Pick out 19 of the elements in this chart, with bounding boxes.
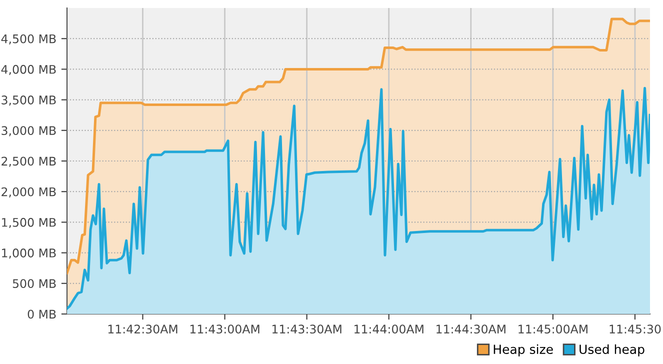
y-tick-label: 2,500 MB (2, 156, 56, 167)
y-tick-label: 4,500 MB (1, 34, 56, 44)
x-tick-label: 11:44:30AM (436, 324, 506, 334)
x-tick-label: 11:45:30 (610, 324, 661, 334)
x-tick-label: 11:44:00AM (354, 324, 424, 334)
y-tick-label: 3,500 MB (2, 96, 56, 106)
y-tick-label: 3,000 MB (2, 126, 56, 136)
y-tick-label: 0 MB (28, 310, 56, 319)
x-tick-label: 11:45:00AM (518, 324, 588, 334)
legend-label: Heap size (494, 344, 553, 356)
x-tick-label: 11:43:30AM (272, 324, 342, 334)
legend-label: Used heap (580, 344, 644, 356)
x-tick-label: 11:43:00AM (190, 324, 260, 334)
y-tick-label: 1,000 MB (2, 248, 56, 259)
y-tick-label: 2,000 MB (2, 187, 56, 198)
y-tick-label: 500 MB (12, 279, 56, 288)
y-tick-label: 1,500 MB (2, 218, 56, 228)
y-tick-label: 4,000 MB (1, 64, 56, 76)
x-tick-label: 11:42:30AM (108, 324, 178, 334)
